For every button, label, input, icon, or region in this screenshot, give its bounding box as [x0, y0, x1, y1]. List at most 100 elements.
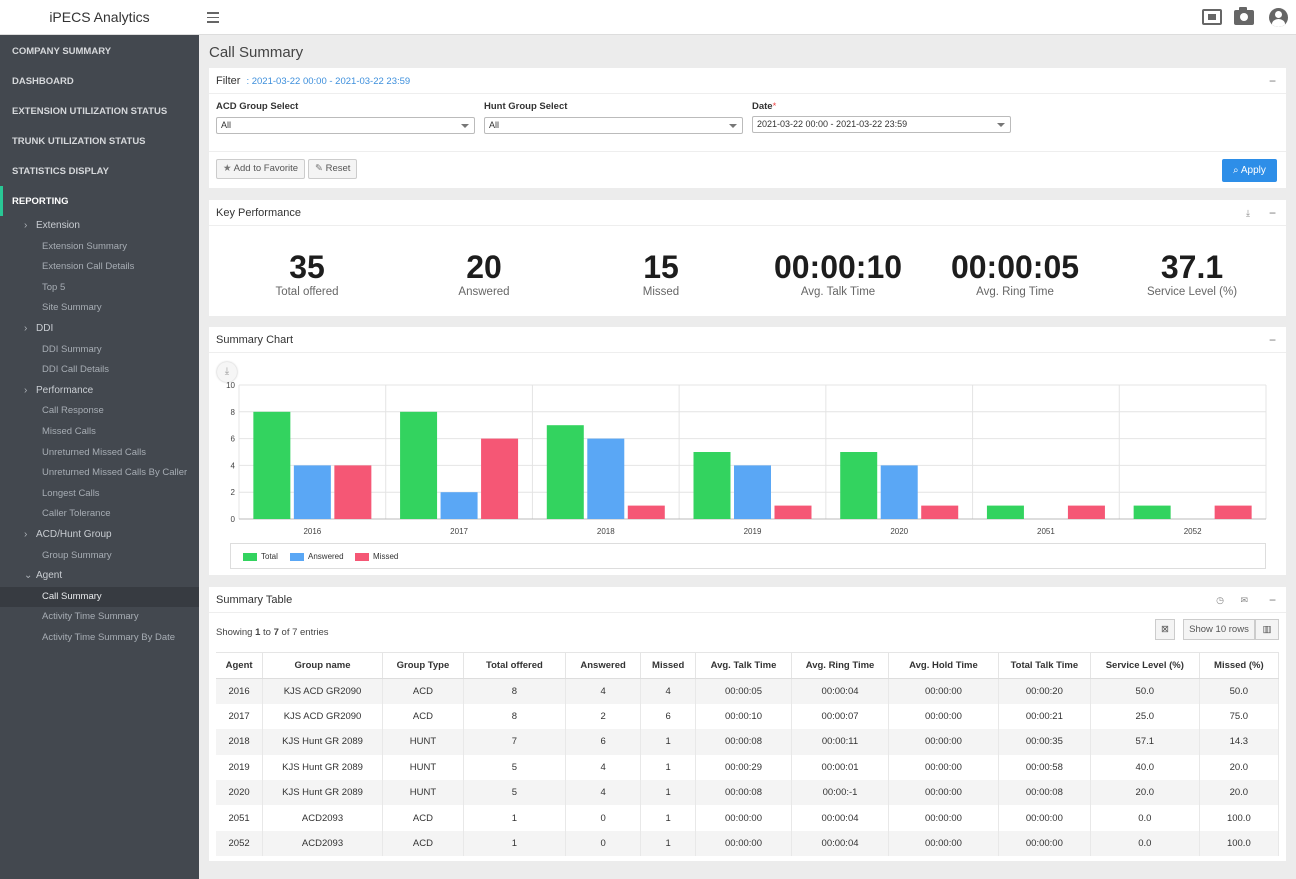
column-header-avg-ring-time[interactable]: Avg. Ring Time — [791, 652, 890, 679]
cell-group-name: ACD2093 — [262, 805, 383, 831]
sidebar-item-unreturned-missed-calls[interactable]: Unreturned Missed Calls — [42, 446, 147, 458]
cell-total-offered: 8 — [463, 678, 566, 704]
sidebar-item-group-summary[interactable]: Group Summary — [42, 549, 112, 561]
camera-icon[interactable] — [1234, 7, 1254, 25]
sidebar-group-ddi[interactable]: › DDI — [0, 319, 199, 340]
cell-group-name: ACD2093 — [262, 830, 383, 857]
column-header-missed[interactable]: Missed — [640, 652, 696, 679]
column-header-total-offered[interactable]: Total offered — [463, 652, 566, 679]
cell-service-level: 0.0 — [1090, 805, 1200, 831]
sidebar-group-extension[interactable]: › Extension — [0, 216, 199, 237]
sidebar-item-ddi-call-details[interactable]: DDI Call Details — [42, 364, 110, 376]
sidebar-item-missed-calls[interactable]: Missed Calls — [42, 425, 96, 437]
table-row: 2020 KJS Hunt GR 2089 HUNT 5 4 1 00:00:08 00:00… — [216, 780, 1280, 806]
page-title: Call Summary — [209, 44, 304, 61]
collapse-icon[interactable]: − — [1268, 74, 1276, 88]
column-header-avg-talk-time[interactable]: Avg. Talk Time — [695, 652, 793, 679]
column-visibility-icon[interactable]: ▥ — [1255, 619, 1279, 640]
sidebar-item-extension-call-details[interactable]: Extension Call Details — [42, 261, 135, 273]
cell-total-talk-time: 00:00:58 — [998, 754, 1091, 781]
column-header-group-type[interactable]: Group Type — [382, 652, 465, 679]
main-content: Call Summary Filter: 2021-03-22 00:00 - … — [199, 35, 1296, 879]
column-header-group-name[interactable]: Group name — [262, 652, 383, 679]
cell-answered: 4 — [565, 678, 642, 704]
acd-group-select[interactable]: All — [216, 117, 475, 134]
chevron-right-icon: › — [24, 384, 28, 396]
eraser-icon: ✎ — [315, 163, 323, 174]
apply-button[interactable]: ⌕ Apply — [1222, 159, 1277, 182]
sidebar-item-activity-time-summary[interactable]: Activity Time Summary — [42, 611, 139, 623]
bar-missed-2051 — [1067, 505, 1105, 519]
cell-missed-pct: 75.0 — [1199, 703, 1280, 730]
download-icon[interactable]: ⤓ — [1246, 208, 1250, 218]
fullscreen-icon[interactable] — [1202, 9, 1222, 25]
add-to-favorite-button[interactable]: ★ Add to Favorite — [216, 159, 306, 179]
sidebar-item-caller-tolerance[interactable]: Caller Tolerance — [42, 508, 111, 520]
column-header-answered[interactable]: Answered — [565, 652, 642, 679]
sidebar-item-extension-summary[interactable]: Extension Summary — [42, 240, 128, 252]
cell-missed-pct: 100.0 — [1199, 805, 1280, 831]
sidebar-group-agent[interactable]: ⌄ Agent — [0, 566, 199, 587]
cell-group-type: HUNT — [382, 754, 465, 781]
mail-icon[interactable]: ✉ — [1240, 595, 1248, 605]
column-header-agent[interactable]: Agent — [216, 652, 264, 679]
sidebar-item-ddi-summary[interactable]: DDI Summary — [42, 343, 102, 355]
show-rows-button[interactable]: Show 10 rows — [1183, 619, 1255, 640]
bar-total-2018 — [546, 425, 584, 519]
cell-group-name: KJS Hunt GR 2089 — [262, 729, 383, 755]
bar-missed-2017 — [481, 438, 519, 519]
hunt-group-select[interactable]: All — [484, 117, 743, 134]
column-header-service-level[interactable]: Service Level (%) — [1090, 652, 1200, 679]
sidebar-item-extension-utilization[interactable]: EXTENSION UTILIZATION STATUS — [12, 106, 168, 117]
kpi-avg-ring-time: 00:00:05 Avg. Ring Time — [950, 249, 1080, 298]
menu-toggle-icon[interactable] — [207, 9, 219, 23]
sidebar-item-top-5[interactable]: Top 5 — [42, 281, 66, 293]
sidebar-group-acd-hunt[interactable]: › ACD/Hunt Group — [0, 525, 199, 546]
export-excel-icon[interactable]: ⊠ — [1155, 619, 1175, 640]
column-header-missed-pct[interactable]: Missed (%) — [1199, 652, 1280, 679]
table-row: 2017 KJS ACD GR2090 ACD 8 2 6 00:00:10 00:00:07… — [216, 703, 1280, 730]
legend-item-missed[interactable]: Missed — [355, 552, 398, 561]
cell-agent: 2017 — [216, 703, 264, 730]
collapse-icon[interactable]: − — [1268, 333, 1276, 347]
x-tick-label: 2016 — [303, 527, 321, 536]
sidebar-item-unreturned-missed-by-caller[interactable]: Unreturned Missed Calls By Caller — [42, 467, 188, 479]
sidebar-item-statistics-display[interactable]: STATISTICS DISPLAY — [12, 166, 109, 177]
legend-item-answered[interactable]: Answered — [290, 552, 344, 561]
collapse-icon[interactable]: − — [1268, 206, 1276, 220]
table-header: Summary Table ◷ ✉ − — [209, 587, 1286, 613]
cell-missed: 1 — [640, 754, 696, 781]
cell-total-offered: 5 — [463, 754, 566, 781]
sidebar-item-call-summary[interactable]: Call Summary — [0, 586, 199, 608]
kpi-avg-talk-time: 00:00:10 Avg. Talk Time — [773, 249, 903, 298]
sidebar-item-company-summary[interactable]: COMPANY SUMMARY — [12, 46, 112, 57]
reset-button[interactable]: ✎ Reset — [308, 159, 358, 179]
sidebar-item-reporting[interactable]: REPORTING — [0, 186, 199, 216]
chart-download-icon[interactable]: ⤓ — [217, 362, 237, 382]
clock-icon[interactable]: ◷ — [1216, 595, 1224, 605]
chart-title: Summary Chart — [216, 334, 294, 346]
cell-avg-hold-time: 00:00:00 — [888, 703, 999, 730]
collapse-icon[interactable]: − — [1268, 593, 1276, 607]
sidebar-group-performance[interactable]: › Performance — [0, 381, 199, 402]
cell-total-offered: 7 — [463, 729, 566, 755]
cell-group-name: KJS Hunt GR 2089 — [262, 754, 383, 781]
cell-avg-ring-time: 00:00:-1 — [791, 780, 890, 806]
cell-avg-talk-time: 00:00:00 — [695, 830, 793, 857]
user-icon[interactable] — [1269, 8, 1288, 27]
cell-agent: 2020 — [216, 780, 264, 806]
sidebar-item-site-summary[interactable]: Site Summary — [42, 302, 102, 314]
column-header-total-talk-time[interactable]: Total Talk Time — [998, 652, 1091, 679]
cell-missed: 4 — [640, 678, 696, 704]
column-header-avg-hold-time[interactable]: Avg. Hold Time — [888, 652, 999, 679]
sidebar-item-longest-calls[interactable]: Longest Calls — [42, 487, 100, 499]
sidebar-item-activity-time-by-date[interactable]: Activity Time Summary By Date — [42, 631, 176, 643]
cell-answered: 4 — [565, 780, 642, 806]
sidebar-item-dashboard[interactable]: DASHBOARD — [12, 76, 74, 87]
legend-item-total[interactable]: Total — [243, 552, 278, 561]
date-range-select[interactable]: 2021-03-22 00:00 - 2021-03-22 23:59 — [752, 116, 1011, 133]
cell-missed: 6 — [640, 703, 696, 730]
sidebar-item-trunk-utilization[interactable]: TRUNK UTILIZATION STATUS — [12, 136, 146, 147]
sidebar-item-call-response[interactable]: Call Response — [42, 405, 104, 417]
filter-panel: Filter: 2021-03-22 00:00 - 2021-03-22 23… — [209, 68, 1286, 188]
